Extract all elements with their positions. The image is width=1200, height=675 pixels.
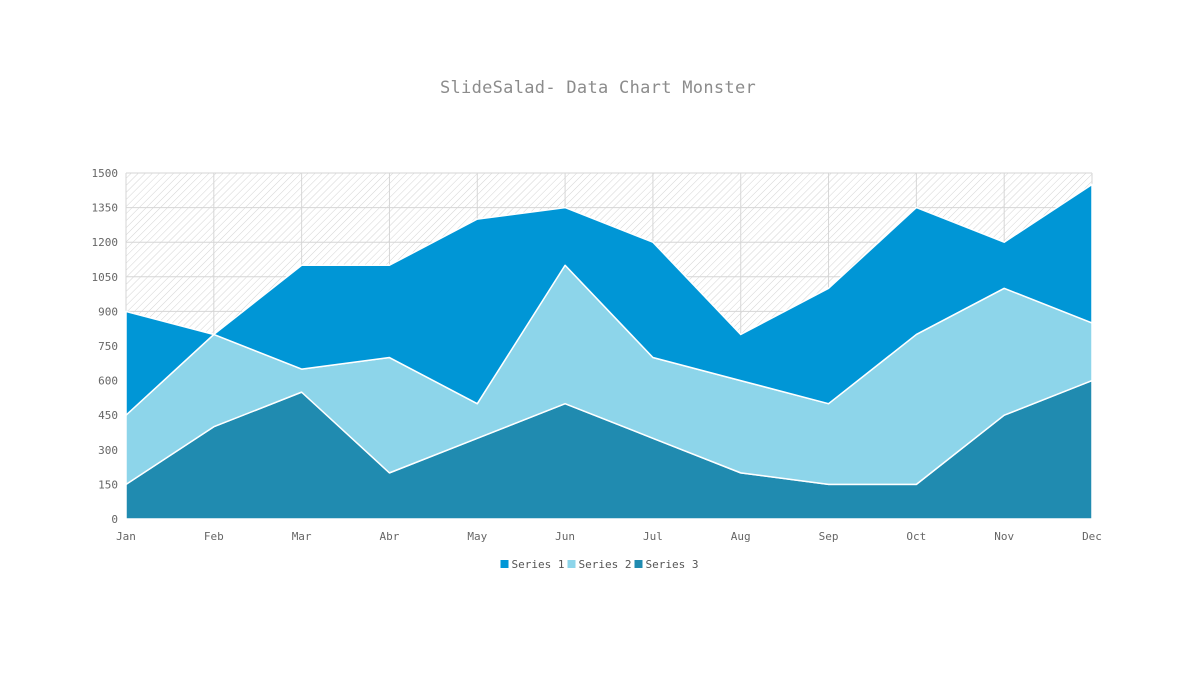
legend-swatch [567,560,576,568]
y-tick-label: 1200 [92,236,119,249]
y-tick-label: 150 [98,478,118,491]
y-axis: 0 150 300 450 600 750 900 1050 1200 1350 1500 [92,167,119,526]
y-tick-label: 300 [98,444,118,457]
y-tick-label: 450 [98,409,118,422]
legend-label: Series 2 [579,558,632,571]
areas [125,183,1093,520]
x-tick-label: May [467,530,487,543]
y-tick-label: 900 [98,305,118,318]
legend-label: Series 1 [512,558,565,571]
legend-item-series-1: Series 1 [500,558,565,571]
x-tick-label: Oct [906,530,926,543]
y-tick-label: 1500 [92,167,119,180]
chart-title: SlideSalad- Data Chart Monster [440,78,756,98]
x-tick-label: Jun [555,530,575,543]
y-tick-label: 1350 [92,202,119,215]
x-axis: Jan Feb Mar Abr May Jun Jul Aug Sep Oct Nov Dec [116,530,1102,543]
legend: Series 1 Series 2 Series 3 [500,558,699,571]
y-tick-label: 600 [98,375,118,388]
x-tick-label: Dec [1082,530,1102,543]
x-tick-label: Nov [994,530,1014,543]
legend-swatch [634,560,643,568]
x-tick-label: Sep [819,530,839,543]
legend-item-series-3: Series 3 [634,558,699,571]
legend-label: Series 3 [646,558,699,571]
x-tick-label: Feb [204,530,224,543]
area-series-1 [125,183,1093,416]
y-tick-label: 1050 [92,271,119,284]
y-tick-label: 0 [111,513,118,526]
x-tick-label: Mar [292,530,312,543]
x-tick-label: Jan [116,530,136,543]
x-tick-label: Abr [380,530,400,543]
y-tick-label: 750 [98,340,118,353]
legend-item-series-2: Series 2 [567,558,632,571]
legend-swatch [500,560,509,568]
x-tick-label: Jul [643,530,663,543]
x-tick-label: Aug [731,530,751,543]
